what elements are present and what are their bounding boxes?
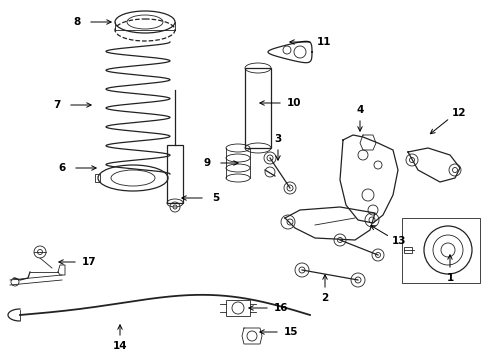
Text: 4: 4 <box>356 105 364 115</box>
Text: 6: 6 <box>58 163 66 173</box>
Text: 17: 17 <box>82 257 97 267</box>
Text: 12: 12 <box>451 108 466 118</box>
Text: 13: 13 <box>392 236 407 246</box>
Text: 5: 5 <box>212 193 220 203</box>
Text: 3: 3 <box>274 134 282 144</box>
Text: 1: 1 <box>446 273 454 283</box>
Text: 14: 14 <box>113 341 127 351</box>
Bar <box>245 68 271 148</box>
Text: 7: 7 <box>53 100 61 110</box>
Text: 9: 9 <box>203 158 211 168</box>
Text: 15: 15 <box>284 327 298 337</box>
Text: 16: 16 <box>274 303 288 313</box>
Text: 10: 10 <box>287 98 301 108</box>
Bar <box>402 218 480 283</box>
Bar <box>167 145 183 203</box>
Bar <box>404 247 412 253</box>
Bar <box>226 300 250 316</box>
Text: 2: 2 <box>321 293 329 303</box>
Text: 8: 8 <box>74 17 81 27</box>
Bar <box>95 174 100 182</box>
Text: 11: 11 <box>317 37 331 47</box>
